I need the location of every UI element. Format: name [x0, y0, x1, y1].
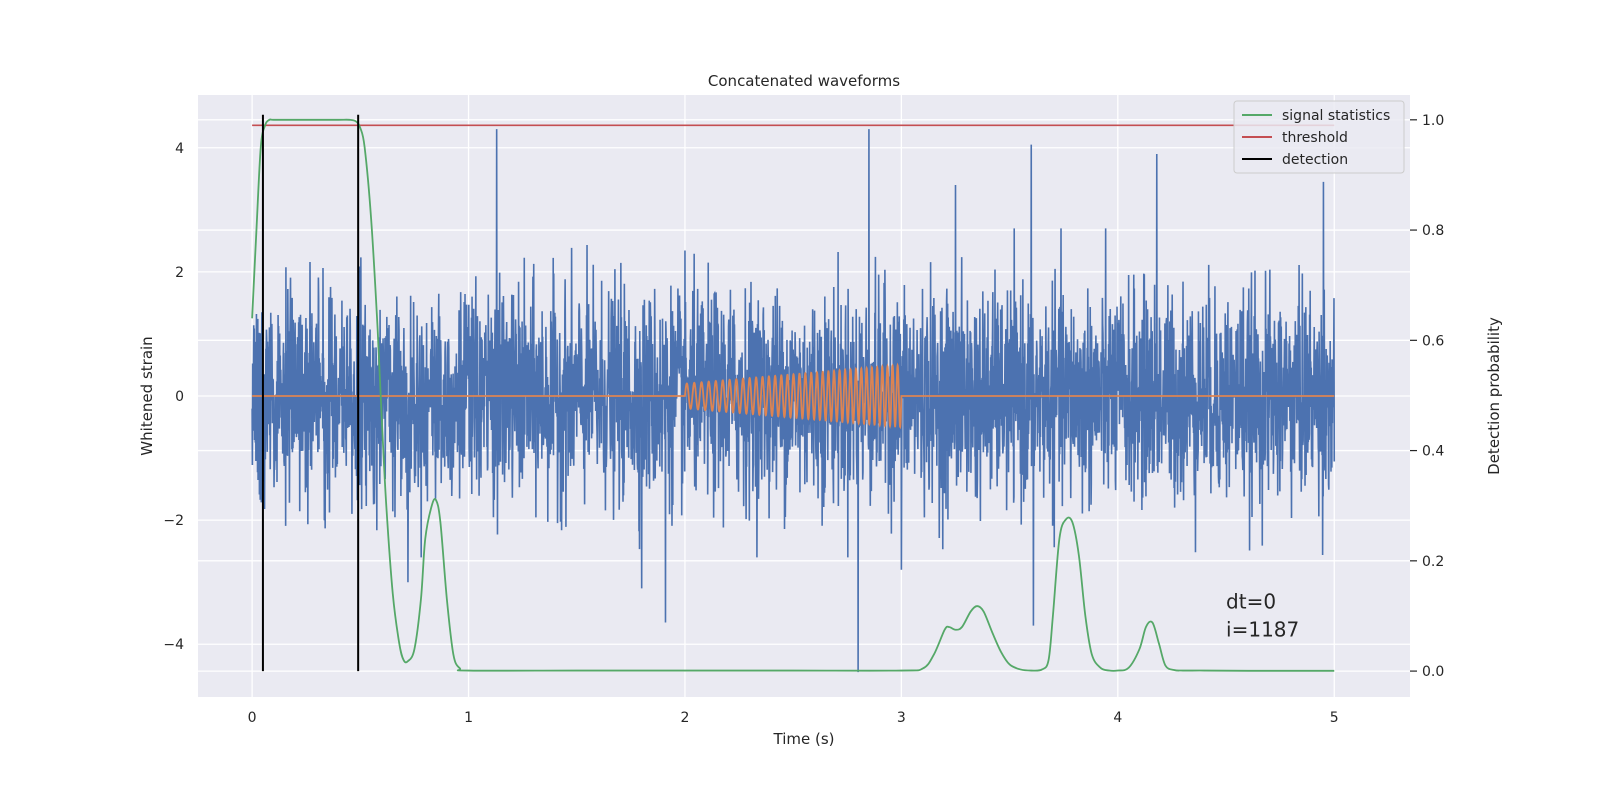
y-axis-label: Whitened strain [138, 336, 156, 455]
y-tick-label: −2 [163, 513, 184, 529]
x-tick-label: 0 [248, 710, 257, 726]
x-axis-label: Time (s) [773, 730, 835, 748]
y-right-tick-label: 0.0 [1422, 664, 1444, 680]
legend-entry: threshold [1282, 130, 1348, 146]
x-tick-label: 4 [1113, 710, 1122, 726]
x-tick-label: 5 [1330, 710, 1339, 726]
plot-series [251, 114, 1336, 673]
annotation-text: dt=0 [1226, 589, 1276, 613]
y-tick-label: 4 [175, 141, 184, 157]
legend-box [1233, 100, 1405, 174]
strain-noise-line [251, 129, 1336, 673]
chart-title: Concatenated waveforms [708, 72, 900, 90]
legend-entry: signal statistics [1282, 108, 1390, 124]
ticks: 0 1 2 3 4 5 −4 −2 0 2 4 0.0 0.2 0.4 0.6 0.8 1.0 [163, 113, 1444, 726]
y-right-tick-label: 0.4 [1422, 444, 1444, 460]
legend-entry: detection [1282, 152, 1348, 168]
y-right-tick-label: 1.0 [1422, 113, 1444, 129]
y-tick-label: 2 [175, 265, 184, 281]
legend: signal statistics threshold detection [1233, 100, 1405, 174]
injected-signal-line [252, 362, 1335, 430]
y-right-tick-label: 0.8 [1422, 223, 1444, 239]
y-axis-label-right: Detection probability [1485, 317, 1503, 475]
signal-statistics-line [251, 118, 1335, 672]
y-right-tick-label: 0.2 [1422, 554, 1444, 570]
x-tick-label: 1 [464, 710, 473, 726]
annotation-text: i=1187 [1226, 617, 1299, 641]
y-tick-label: 0 [175, 389, 184, 405]
annotation: dt=0 i=1187 [1226, 589, 1299, 641]
x-tick-label: 2 [681, 710, 690, 726]
y-right-tick-label: 0.6 [1422, 333, 1444, 349]
x-tick-label: 3 [897, 710, 906, 726]
y-tick-label: −4 [163, 637, 184, 653]
